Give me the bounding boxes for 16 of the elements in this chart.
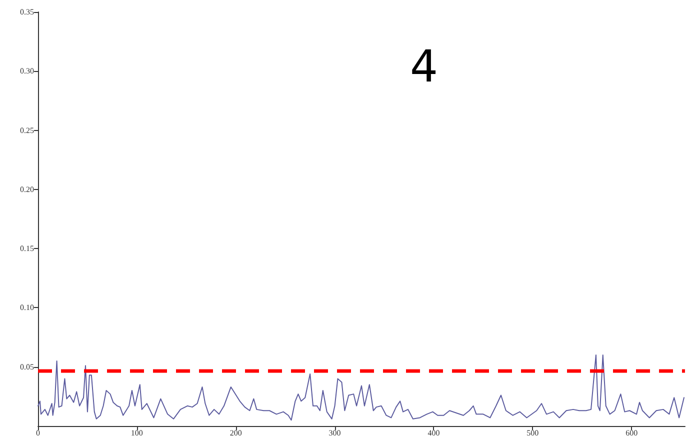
y-tick-label: 0.05 [20, 362, 34, 372]
y-tick-label: 0.15 [20, 244, 34, 254]
x-tick-label: 500 [526, 428, 539, 438]
y-tick-label: 0.10 [20, 303, 34, 312]
x-tick-label: 600 [626, 428, 638, 438]
y-tick-label: 0.20 [20, 184, 34, 194]
y-tick-label: 0.35 [20, 8, 34, 16]
x-tick-label: 400 [428, 428, 440, 438]
y-tick-label: 0.30 [20, 66, 34, 76]
x-tick-label: 100 [130, 428, 143, 438]
x-tick-label: 200 [230, 428, 242, 438]
x-tick-label: 300 [328, 428, 341, 438]
x-tick-label: 0 [36, 428, 40, 438]
text: 4 [410, 42, 438, 92]
line-series [38, 354, 685, 421]
y-tick-label: 0.25 [20, 126, 34, 135]
